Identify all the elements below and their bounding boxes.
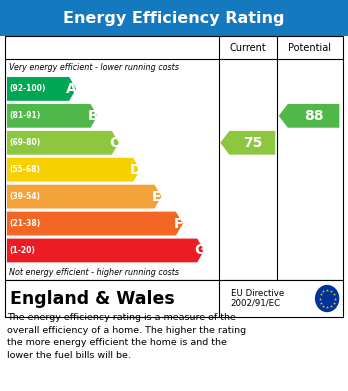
Text: (1-20): (1-20): [9, 246, 35, 255]
Text: (21-38): (21-38): [9, 219, 41, 228]
Text: (39-54): (39-54): [9, 192, 40, 201]
Text: Potential: Potential: [288, 43, 331, 53]
Polygon shape: [220, 131, 275, 155]
Text: 88: 88: [304, 109, 323, 123]
Polygon shape: [7, 212, 183, 235]
Text: F: F: [174, 217, 183, 231]
Text: G: G: [194, 244, 205, 257]
Text: 75: 75: [243, 136, 262, 150]
Text: (92-100): (92-100): [9, 84, 46, 93]
Text: Very energy efficient - lower running costs: Very energy efficient - lower running co…: [9, 63, 179, 72]
Bar: [5, 36, 343, 280]
Text: (81-91): (81-91): [9, 111, 41, 120]
Polygon shape: [7, 77, 76, 101]
Text: (55-68): (55-68): [9, 165, 40, 174]
Text: E: E: [152, 190, 162, 204]
Text: A: A: [66, 82, 77, 96]
Polygon shape: [7, 239, 204, 262]
Text: Current: Current: [229, 43, 266, 53]
Text: Energy Efficiency Rating: Energy Efficiency Rating: [63, 11, 285, 26]
Polygon shape: [7, 185, 161, 208]
Text: The energy efficiency rating is a measure of the
overall efficiency of a home. T: The energy efficiency rating is a measur…: [7, 313, 246, 359]
Text: D: D: [130, 163, 141, 177]
Polygon shape: [7, 104, 97, 128]
Text: England & Wales: England & Wales: [10, 289, 175, 308]
Text: EU Directive: EU Directive: [231, 289, 284, 298]
Polygon shape: [279, 104, 339, 128]
Text: C: C: [109, 136, 119, 150]
Bar: [5, 280, 343, 317]
Polygon shape: [7, 158, 140, 181]
Polygon shape: [7, 131, 119, 155]
Circle shape: [315, 285, 339, 312]
Text: B: B: [88, 109, 98, 123]
Text: (69-80): (69-80): [9, 138, 41, 147]
Text: Not energy efficient - higher running costs: Not energy efficient - higher running co…: [9, 267, 179, 277]
Bar: [0, 0, 348, 36]
Text: 2002/91/EC: 2002/91/EC: [231, 299, 281, 308]
